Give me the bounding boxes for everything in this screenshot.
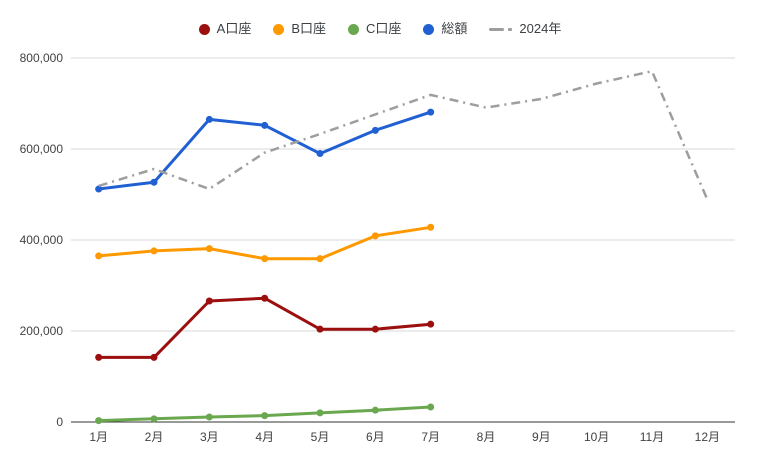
data-point-total-month-5[interactable] bbox=[316, 150, 324, 158]
data-point-account-a-month-6[interactable] bbox=[371, 325, 379, 333]
x-tick-label-month-7: 7月 bbox=[421, 430, 440, 444]
data-point-account-c-month-4[interactable] bbox=[261, 412, 269, 420]
data-point-account-a-month-7[interactable] bbox=[427, 320, 435, 328]
data-point-account-b-month-3[interactable] bbox=[205, 245, 213, 253]
y-tick-label-600000: 600,000 bbox=[20, 142, 64, 156]
data-point-account-b-month-4[interactable] bbox=[261, 255, 269, 263]
x-tick-label-month-8: 8月 bbox=[477, 430, 496, 444]
chart-legend: A口座 B口座 C口座 総額 2024年 bbox=[0, 19, 760, 39]
series-line-year-2024[interactable] bbox=[98, 69, 709, 200]
data-point-account-c-month-7[interactable] bbox=[427, 403, 435, 411]
legend-label: A口座 bbox=[216, 21, 252, 36]
data-point-total-month-6[interactable] bbox=[371, 126, 379, 134]
data-point-account-b-month-6[interactable] bbox=[371, 232, 379, 240]
legend-dot-icon bbox=[348, 23, 359, 35]
data-point-account-c-month-3[interactable] bbox=[205, 413, 213, 421]
legend-item-account-b[interactable]: B口座 bbox=[273, 20, 326, 38]
data-point-account-a-month-4[interactable] bbox=[261, 294, 269, 302]
data-point-total-month-4[interactable] bbox=[261, 121, 269, 129]
data-point-total-month-3[interactable] bbox=[205, 115, 213, 123]
x-tick-label-month-6: 6月 bbox=[366, 430, 385, 444]
data-point-account-a-month-5[interactable] bbox=[316, 325, 324, 333]
x-tick-label-month-11: 11月 bbox=[640, 430, 664, 444]
x-tick-label-month-10: 10月 bbox=[584, 430, 609, 444]
y-tick-label-200000: 200,000 bbox=[20, 324, 64, 338]
y-tick-label-800000: 800,000 bbox=[20, 51, 64, 65]
data-point-account-b-month-7[interactable] bbox=[427, 223, 435, 231]
x-tick-label-month-2: 2月 bbox=[145, 430, 164, 444]
legend-label: B口座 bbox=[291, 21, 326, 36]
legend-dash-dot-line-icon bbox=[489, 27, 513, 31]
data-point-total-month-2[interactable] bbox=[150, 178, 158, 186]
legend-dot-icon bbox=[423, 23, 435, 35]
legend-item-account-a[interactable]: A口座 bbox=[198, 20, 252, 38]
x-tick-label-month-5: 5月 bbox=[311, 430, 330, 444]
data-point-total-month-1[interactable] bbox=[95, 185, 103, 193]
data-point-account-a-month-3[interactable] bbox=[205, 297, 213, 305]
legend-item-year-2024[interactable]: 2024年 bbox=[489, 20, 561, 38]
legend-label: C口座 bbox=[366, 21, 402, 36]
legend-dot-icon bbox=[273, 23, 285, 35]
data-point-account-b-month-1[interactable] bbox=[95, 252, 103, 260]
x-tick-label-month-9: 9月 bbox=[532, 430, 551, 444]
y-tick-label-400000: 400,000 bbox=[20, 233, 64, 247]
legend-item-account-c[interactable]: C口座 bbox=[348, 20, 401, 38]
data-point-account-c-month-1[interactable] bbox=[95, 417, 103, 425]
x-tick-label-month-1: 1月 bbox=[89, 430, 108, 444]
series-line-account-b[interactable] bbox=[98, 225, 431, 261]
data-point-account-c-month-6[interactable] bbox=[371, 406, 379, 414]
legend-item-total[interactable]: 総額 bbox=[423, 20, 467, 38]
legend-dot-icon bbox=[198, 23, 210, 35]
x-tick-label-month-12: 12月 bbox=[695, 430, 720, 444]
legend-label: 2024年 bbox=[519, 21, 562, 36]
data-point-account-b-month-5[interactable] bbox=[316, 255, 324, 263]
data-point-account-c-month-5[interactable] bbox=[316, 409, 324, 417]
x-tick-label-month-3: 3月 bbox=[200, 430, 219, 444]
data-point-account-a-month-1[interactable] bbox=[95, 353, 103, 361]
data-point-account-b-month-2[interactable] bbox=[150, 247, 158, 255]
y-tick-label-0: 0 bbox=[56, 415, 63, 429]
legend-label: 総額 bbox=[441, 21, 468, 36]
data-point-account-c-month-2[interactable] bbox=[150, 415, 158, 423]
data-point-total-month-7[interactable] bbox=[427, 108, 435, 116]
x-tick-label-month-4: 4月 bbox=[255, 430, 274, 444]
data-point-account-a-month-2[interactable] bbox=[150, 353, 158, 361]
series-line-account-a[interactable] bbox=[98, 296, 431, 359]
